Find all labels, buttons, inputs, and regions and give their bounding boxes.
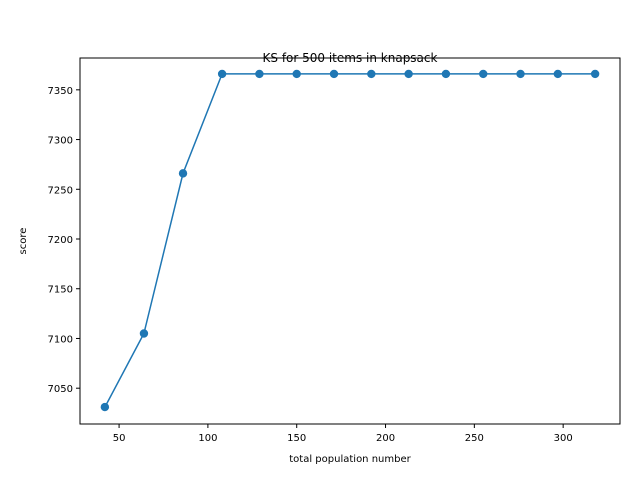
y-tick-label: 7150	[48, 285, 73, 296]
data-point	[100, 402, 110, 412]
data-point	[292, 69, 301, 79]
data-point	[479, 69, 488, 79]
data-point	[367, 69, 376, 79]
y-tick-label: 7200	[48, 235, 73, 246]
data-point	[553, 69, 563, 79]
x-tick-label: 300	[554, 433, 573, 444]
x-tick-label: 200	[376, 433, 395, 444]
data-point	[441, 69, 451, 79]
y-tick-label: 7250	[48, 185, 73, 196]
y-axis-label: score	[18, 228, 29, 255]
plot-area	[100, 69, 600, 412]
x-axis-label: total population number	[289, 454, 411, 465]
data-point	[590, 69, 600, 79]
y-tick-label: 7300	[48, 136, 73, 147]
x-tick-label: 150	[287, 433, 306, 444]
data-point	[255, 69, 264, 79]
series-line	[104, 73, 596, 408]
data-point	[329, 69, 339, 79]
data-point	[516, 69, 525, 79]
data-point	[139, 329, 149, 338]
data-point	[404, 69, 413, 79]
axes-frame	[79, 57, 621, 425]
y-tick-label: 7350	[48, 86, 73, 97]
data-point	[178, 169, 188, 178]
x-tick-label: 250	[465, 433, 484, 444]
x-tick-label: 50	[113, 433, 126, 444]
y-tick-label: 7100	[48, 334, 73, 345]
y-axis: 7050 7100 7150 7200 7250 7300 7350	[48, 86, 80, 395]
y-tick-label: 7050	[48, 384, 73, 395]
x-axis: 50 100 150 200 250 300	[113, 424, 573, 444]
data-point	[217, 69, 227, 79]
x-tick-label: 100	[198, 433, 217, 444]
